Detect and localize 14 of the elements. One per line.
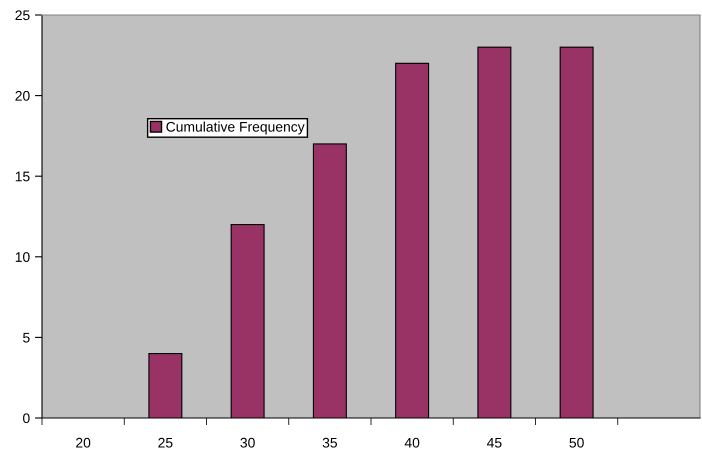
y-tick-label: 20 — [15, 90, 30, 101]
x-tick-label: 30 — [240, 438, 255, 448]
y-tick-label: 0 — [23, 413, 30, 424]
y-tick-label: 5 — [23, 332, 30, 343]
x-tick-label: 25 — [158, 438, 173, 448]
x-tick-label: 20 — [76, 438, 90, 448]
y-tick-label: 15 — [16, 172, 30, 182]
x-tick-label: 40 — [404, 438, 420, 448]
x-tick-label: 45 — [486, 438, 502, 448]
x-tick-label: 50 — [569, 438, 584, 448]
y-tick-label: 10 — [16, 252, 30, 262]
x-tick-label: 35 — [322, 438, 338, 448]
y-tick-label: 25 — [15, 10, 30, 20]
legend-label: Cumulative Frequency — [166, 122, 305, 134]
